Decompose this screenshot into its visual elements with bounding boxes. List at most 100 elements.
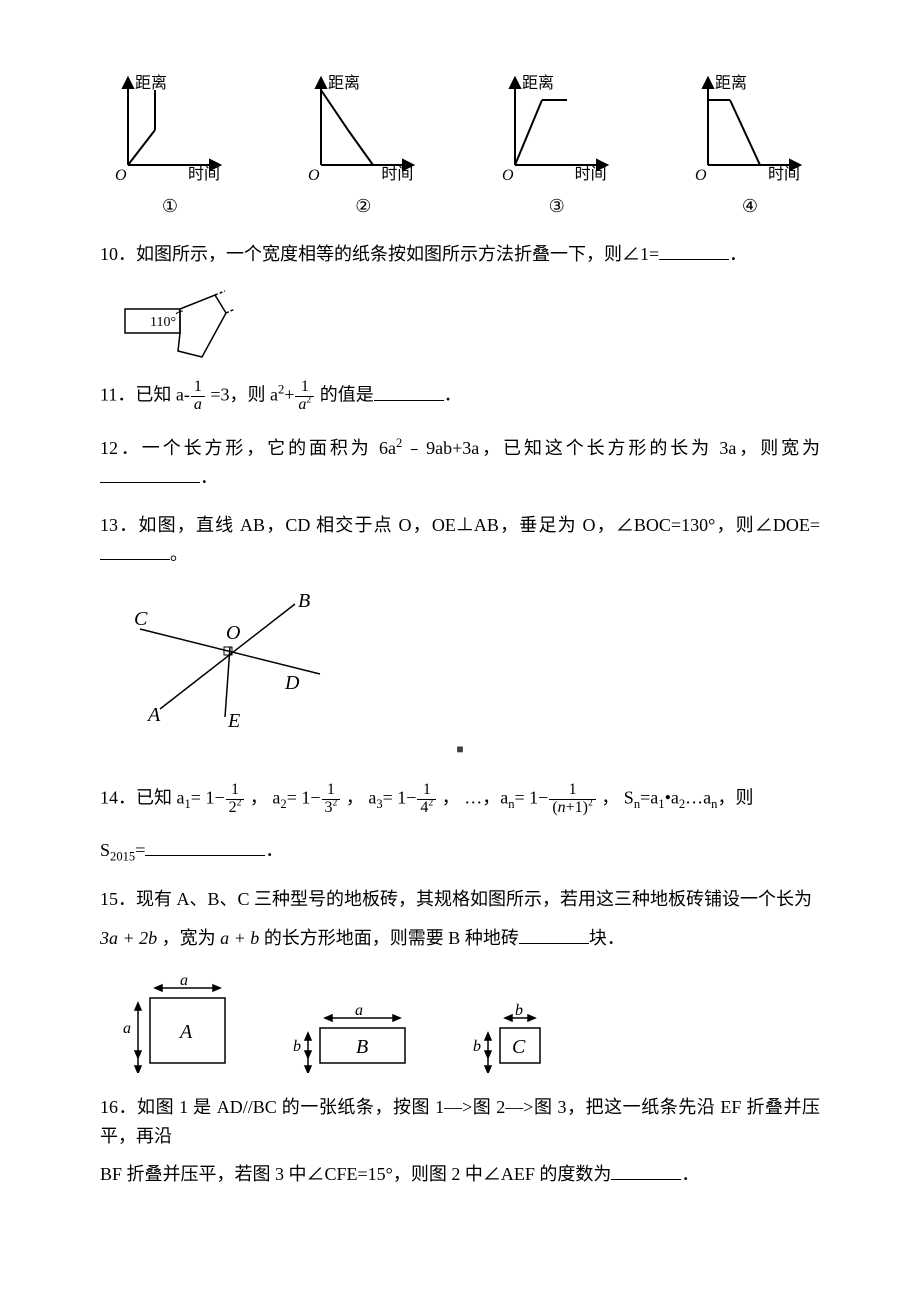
p16-blank <box>611 1161 681 1180</box>
p16-t2: BF 折叠并压平，若图 3 中∠CFE=15°，则图 2 中∠AEF 的度数为 <box>100 1164 611 1184</box>
origin-2: O <box>308 167 320 180</box>
graph-4: 距离 O 时间 ④ <box>690 70 810 220</box>
problem-14b: S2015= ． <box>100 836 820 865</box>
y-label-2: 距离 <box>328 74 360 92</box>
frac-a2: 132 <box>322 782 341 817</box>
p14-dots: …， <box>464 787 500 807</box>
problem-15: 15．现有 A、B、C 三种型号的地板砖，其规格如图所示，若用这三种地板砖铺设一… <box>100 885 820 914</box>
p15-mid: ，宽为 <box>157 928 220 948</box>
frac-1-over-a: 1a <box>191 379 205 414</box>
p11-tail: ． <box>444 385 462 405</box>
problem-14: 14．已知 a1= 1−122 ， a2= 1−132 ， a3= 1−142 … <box>100 782 820 817</box>
p15-expr2: a + b <box>220 928 259 948</box>
lbl-A: A <box>146 704 161 726</box>
p14-t5: ，则 <box>717 787 753 807</box>
p14-t2: =a <box>640 787 658 807</box>
p10-text: 10．如图所示，一个宽度相等的纸条按如图所示方法折叠一下，则∠1= <box>100 244 659 264</box>
graph-num-4: ④ <box>742 192 758 221</box>
p14-prefix: 14．已知 a <box>100 787 185 807</box>
tile-C: b b C <box>470 1003 560 1073</box>
p15-suffix: 块． <box>589 928 625 948</box>
p13-blank <box>100 541 170 560</box>
p11-mid1: =3，则 a <box>206 385 278 405</box>
frac-a1: 122 <box>226 782 245 817</box>
lbl-B: B <box>298 590 310 612</box>
p13-suffix: 。 <box>170 544 188 564</box>
p14-t1: ， S <box>597 787 634 807</box>
p14-eq2: = <box>287 787 302 807</box>
tile-B: a b B <box>290 1003 420 1073</box>
lbl-C: C <box>134 608 148 630</box>
tileA-a-top: a <box>180 973 188 989</box>
p16-t1: 16．如图 1 是 AD//BC 的一张纸条，按图 1—>图 2—>图 3，把这… <box>100 1097 820 1146</box>
tiles-row: a a A a b B <box>120 973 820 1073</box>
p14-Ssub: 2015 <box>110 850 135 864</box>
problem-12: 12．一个长方形，它的面积为 6a2﹣9ab+3a，已知这个长方形的长为 3a，… <box>100 434 820 492</box>
tileA-a-left: a <box>123 1020 131 1037</box>
lbl-D: D <box>284 672 300 694</box>
problem-16b: BF 折叠并压平，若图 3 中∠CFE=15°，则图 2 中∠AEF 的度数为 ． <box>100 1160 820 1189</box>
lbl-E: E <box>227 710 240 729</box>
p14-eq1: = <box>191 787 206 807</box>
p14-t4: …a <box>685 787 711 807</box>
p14-eq4: = <box>515 787 530 807</box>
p13-figure: C B O D A E <box>120 589 820 729</box>
tileA-label: A <box>178 1021 193 1043</box>
p14-Seq: = <box>135 840 145 860</box>
origin-1: O <box>115 167 127 180</box>
tileC-b-top: b <box>515 1003 523 1019</box>
origin-4: O <box>695 167 707 180</box>
p14-c1: ， <box>245 787 272 807</box>
frac-an: 1(n+1)2 <box>549 782 595 817</box>
p10-blank <box>659 241 729 260</box>
p12-prefix: 12．一个长方形，它的面积为 6a <box>100 438 396 458</box>
graph-num-2: ② <box>355 192 371 221</box>
tileB-label: B <box>356 1036 368 1058</box>
p11-prefix: 11．已知 a- <box>100 385 190 405</box>
p14-c2: ， <box>341 787 368 807</box>
graph-num-1: ① <box>162 192 178 221</box>
divider-square: ■ <box>456 742 463 756</box>
p14-c3: ， <box>437 787 464 807</box>
problem-10: 10．如图所示，一个宽度相等的纸条按如图所示方法折叠一下，则∠1= ． <box>100 240 820 269</box>
p15-expr1: 3a + 2b <box>100 928 157 948</box>
p14-Send: ． <box>265 840 283 860</box>
problem-15b: 3a + 2b ，宽为 a + b 的长方形地面，则需要 B 种地砖 块． <box>100 924 820 953</box>
p11-blank <box>374 382 444 401</box>
p14-eq3: = <box>383 787 398 807</box>
graph-1: 距离 O 时间 ① <box>110 70 230 220</box>
p12-blank <box>100 464 200 483</box>
tileB-a-top: a <box>355 1003 363 1019</box>
p10-angle-text: 110° <box>150 315 176 330</box>
p12-suffix: ． <box>200 467 218 487</box>
graphs-row: 距离 O 时间 ① 距离 O 时间 ② <box>100 70 820 220</box>
p10-suffix: ． <box>729 244 747 264</box>
p11-mid2: + <box>284 385 294 405</box>
tileC-b-left: b <box>473 1038 481 1055</box>
graph-3: 距离 O 时间 ③ <box>497 70 617 220</box>
graph-num-3: ③ <box>549 192 565 221</box>
problem-13: 13．如图，直线 AB，CD 相交于点 O，OE⊥AB，垂足为 O，∠BOC=1… <box>100 511 820 569</box>
p14-blank <box>145 837 265 856</box>
tileB-b-left: b <box>293 1038 301 1055</box>
p15-l1b: 的长方形地面，则需要 B 种地砖 <box>259 928 519 948</box>
graph-2: 距离 O 时间 ② <box>303 70 423 220</box>
p13-prefix: 13．如图，直线 AB，CD 相交于点 O，OE⊥AB，垂足为 O，∠BOC=1… <box>100 515 820 535</box>
tile-A: a a A <box>120 973 240 1073</box>
p15-l1a: 15．现有 A、B、C 三种型号的地板砖，其规格如图所示，若用这三种地板砖铺设一… <box>100 889 812 909</box>
tileC-label: C <box>512 1036 526 1058</box>
p10-figure: 110° <box>120 289 820 359</box>
y-label-1: 距离 <box>135 74 167 92</box>
p14-t3: •a <box>665 787 679 807</box>
y-label-4: 距离 <box>715 74 747 92</box>
p16-suffix: ． <box>681 1164 699 1184</box>
problem-16: 16．如图 1 是 AD//BC 的一张纸条，按图 1—>图 2—>图 3，把这… <box>100 1093 820 1151</box>
origin-3: O <box>502 167 514 180</box>
p15-blank <box>519 925 589 944</box>
y-label-3: 距离 <box>522 74 554 92</box>
frac-1-over-a2: 1a2 <box>295 379 314 414</box>
problem-11: 11．已知 a-1a =3，则 a2+1a2 的值是． <box>100 379 820 414</box>
p12-mid: ﹣9ab+3a，已知这个长方形的长为 3a，则宽为 <box>402 438 820 458</box>
p14-S: S <box>100 840 110 860</box>
frac-a3: 142 <box>417 782 436 817</box>
